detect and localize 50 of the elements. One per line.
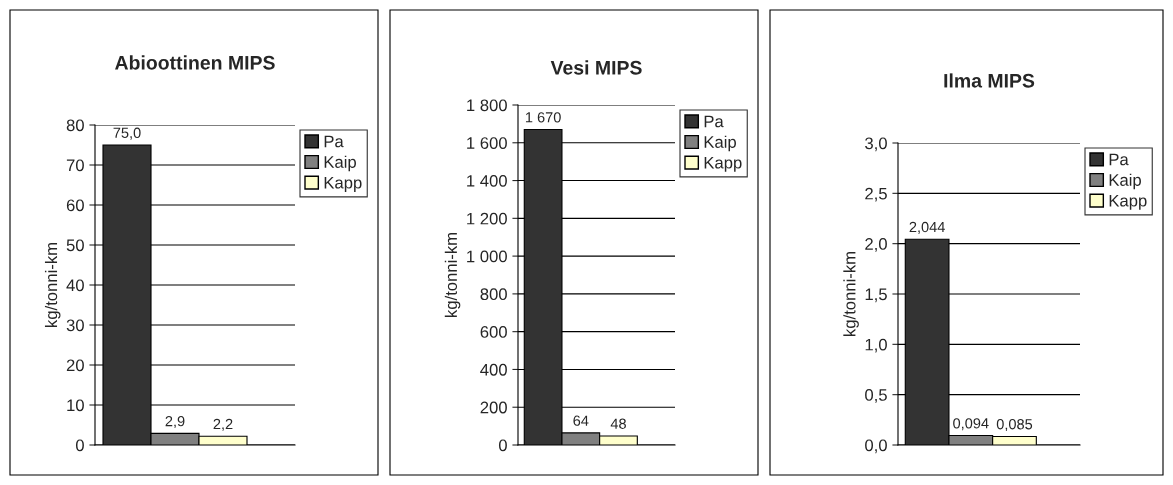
y-tick-label: 0	[498, 439, 507, 452]
y-tick-label: 0	[75, 439, 84, 452]
data-label: 0,085	[996, 419, 1033, 432]
y-tick-label: 1 200	[467, 212, 507, 225]
y-tick-label: 3,0	[865, 137, 887, 152]
y-tick-label: 30	[66, 319, 84, 332]
y-axis-title: kg/tonni-km	[444, 233, 461, 317]
y-tick-label: 80	[66, 119, 84, 132]
legend-label: Kapp	[704, 156, 742, 172]
y-tick-label: 0,0	[865, 439, 887, 454]
y-tick-label: 1 000	[467, 250, 507, 263]
y-tick-label: 800	[480, 288, 507, 301]
data-label: 1 670	[525, 112, 561, 123]
legend-label: Kaip	[1109, 173, 1141, 190]
legend-label: Kaip	[704, 135, 736, 152]
y-tick-label: 400	[480, 363, 507, 376]
data-label: 75,0	[113, 127, 141, 140]
y-tick-label: 20	[66, 359, 84, 372]
y-tick-label: 1 800	[467, 99, 507, 112]
y-tick-label: 60	[66, 199, 84, 212]
data-label: 48	[610, 418, 626, 429]
y-tick-label: 1 400	[467, 174, 507, 187]
y-tick-label: 40	[66, 279, 84, 292]
y-tick-label: 1 600	[467, 137, 507, 149]
data-label: 64	[573, 415, 589, 426]
y-axis-title: kg/tonni-km	[44, 243, 61, 327]
y-tick-label: 1,0	[865, 338, 887, 353]
y-tick-label: 2,5	[865, 187, 887, 202]
y-tick-label: 200	[480, 401, 507, 414]
data-label: 0,094	[953, 418, 989, 431]
y-tick-label: 600	[480, 326, 507, 338]
y-tick-label: 0,5	[865, 389, 887, 403]
legend-label: Kaip	[324, 155, 356, 172]
legend-label: Kapp	[1109, 194, 1147, 210]
legend-label: Pa	[324, 135, 344, 148]
legend-label: Pa	[1109, 153, 1129, 166]
y-tick-label: 1,5	[865, 288, 887, 303]
data-label: 2,2	[213, 418, 233, 431]
y-tick-label: 2,0	[865, 238, 887, 252]
chart-title: Vesi MIPS	[550, 60, 642, 75]
chart-title: Ilma MIPS	[944, 73, 1035, 88]
legend-label: Kapp	[324, 176, 362, 192]
y-tick-label: 50	[66, 239, 84, 252]
legend-label: Pa	[704, 115, 724, 128]
y-axis-title: kg/tonni-km	[843, 252, 859, 336]
data-label: 2,9	[165, 416, 185, 429]
chart-title: Abioottinen MIPS	[115, 55, 275, 70]
y-tick-label: 70	[66, 159, 84, 172]
data-label: 2,044	[909, 221, 945, 234]
y-tick-label: 10	[67, 399, 84, 412]
